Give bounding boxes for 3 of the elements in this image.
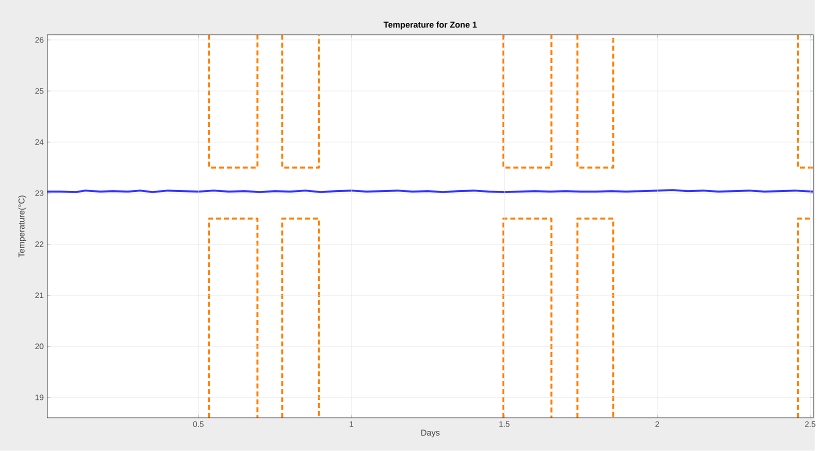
- x-axis-title: Days: [421, 430, 440, 438]
- chart-title: Temperature for Zone 1: [384, 22, 477, 30]
- y-axis-title: Temperature(°C): [18, 196, 26, 258]
